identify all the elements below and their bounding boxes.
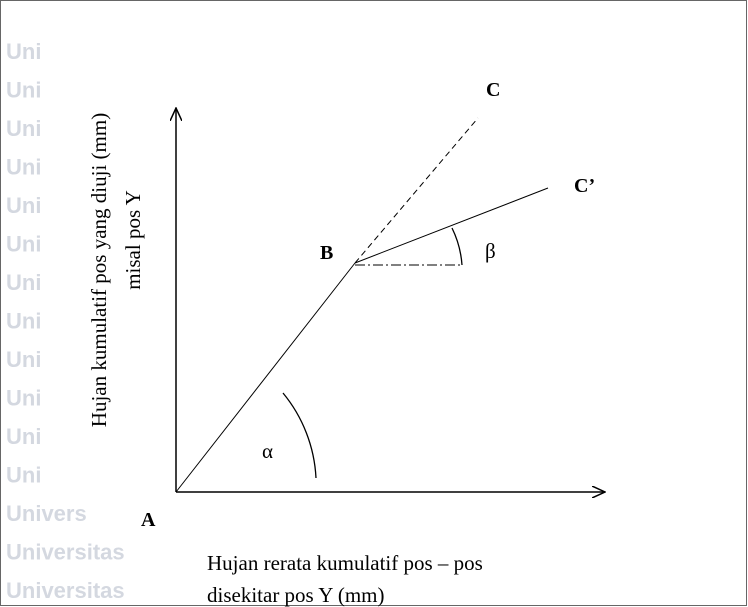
watermark-text: Uni [6,78,41,103]
point-label: B [320,242,333,264]
watermark-text: Uni [6,193,41,218]
point-label: C [486,79,500,101]
watermark-text: Universitas [6,578,125,603]
watermark-text: Universitas [6,540,125,565]
angle-beta [451,227,463,266]
watermark-text: Uni [6,463,41,488]
watermark-text: Uni [6,116,41,141]
point-label: A [141,509,156,531]
line-bc-prime [354,187,549,264]
watermark-text: Uni [6,232,41,257]
watermark-text: Uni [6,424,41,449]
angle-label: α [262,439,273,463]
watermark-text: Uni [6,347,41,372]
y-axis-label: misal pos Y [121,190,145,290]
x-axis-label: disekitar pos Y (mm) [207,583,385,607]
watermark-text: Uni [6,155,41,180]
watermark-text: Univers [6,501,87,526]
watermark-text: Uni [6,270,41,295]
watermark-text: Uni [6,386,41,411]
watermark-group: Uni Uni Uni Uni Uni Uni Uni Uni Uni Uni Uni Uni Univ… [6,39,125,603]
watermark-text: Uni [6,309,41,334]
watermark-text: Uni [6,39,41,64]
y-axis-label: Hujan kumulatif pos yang diuji (mm) [87,113,111,427]
line-bc [354,117,479,264]
line-ab [175,262,356,493]
angle-label: β [485,239,496,263]
x-axis-label: Hujan rerata kumulatif pos – pos [207,551,483,575]
angle-alpha [282,392,317,479]
point-label: C’ [574,175,595,197]
